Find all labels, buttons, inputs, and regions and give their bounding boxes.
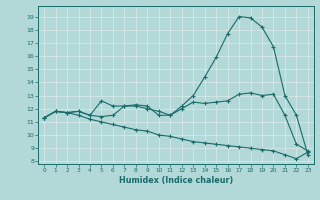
X-axis label: Humidex (Indice chaleur): Humidex (Indice chaleur) [119,176,233,185]
